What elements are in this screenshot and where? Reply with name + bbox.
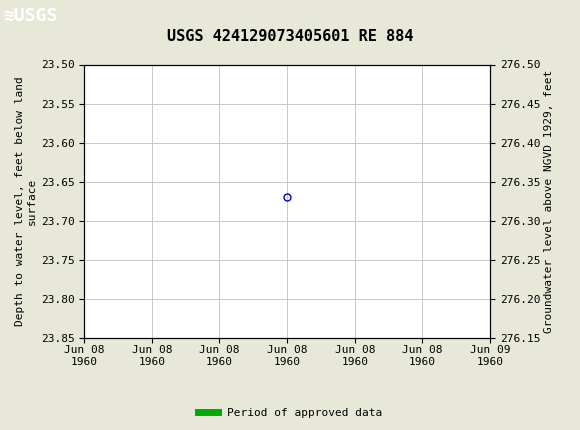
Text: USGS 424129073405601 RE 884: USGS 424129073405601 RE 884 <box>167 29 413 44</box>
Y-axis label: Groundwater level above NGVD 1929, feet: Groundwater level above NGVD 1929, feet <box>545 69 554 333</box>
Text: ≋USGS: ≋USGS <box>3 7 57 25</box>
Legend: Period of approved data: Period of approved data <box>194 403 386 422</box>
Y-axis label: Depth to water level, feet below land
surface: Depth to water level, feet below land su… <box>15 76 37 326</box>
